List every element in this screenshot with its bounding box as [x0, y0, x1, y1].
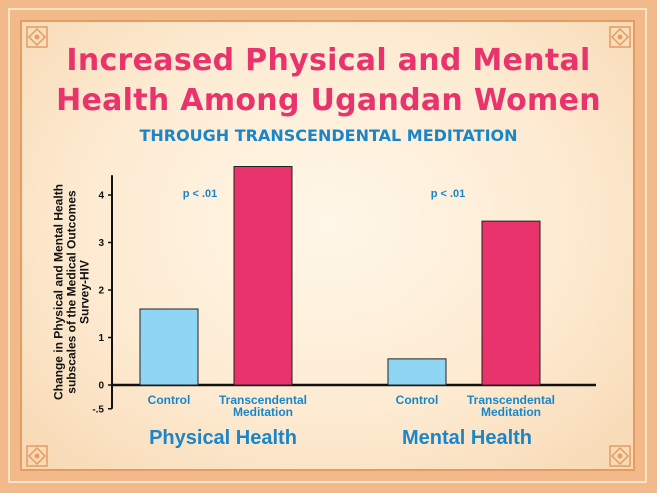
- chart-title-line-2: Health Among Ugandan Women: [56, 83, 601, 118]
- corner-ornament-icon: [609, 26, 631, 48]
- y-tick-label: 4: [98, 191, 104, 202]
- group-label-physical-health: Physical Health: [149, 427, 297, 449]
- bar-category-label: Meditation: [233, 405, 293, 419]
- group-label-mental-health: Mental Health: [401, 427, 533, 449]
- y-tick-label: -.5: [92, 404, 104, 415]
- bar-category-label: Control: [396, 393, 439, 407]
- decorative-outer-border: [8, 8, 647, 483]
- bar-category-label: Transcendental: [219, 393, 307, 407]
- significance-label: p < .01: [183, 188, 218, 200]
- y-tick-label: 1: [98, 333, 104, 344]
- bar: [481, 220, 541, 386]
- bar: [233, 166, 293, 386]
- corner-ornament-icon: [609, 445, 631, 467]
- y-tick-label: 3: [98, 238, 104, 249]
- significance-label: p < .01: [431, 188, 466, 200]
- bar-category-label: Control: [148, 393, 191, 407]
- bar-category-label: Meditation: [481, 405, 541, 419]
- y-tick-label: 2: [98, 286, 104, 297]
- corner-ornament-icon: [26, 26, 48, 48]
- chart-subtitle: THROUGH TRANSCENDENTAL MEDITATION: [139, 126, 518, 145]
- bar: [139, 308, 199, 386]
- bar: [387, 358, 447, 386]
- bar-category-label: Transcendental: [467, 393, 555, 407]
- y-tick-label: 0: [98, 381, 104, 392]
- chart-title-line-1: Increased Physical and Mental: [66, 43, 591, 78]
- corner-ornament-icon: [26, 445, 48, 467]
